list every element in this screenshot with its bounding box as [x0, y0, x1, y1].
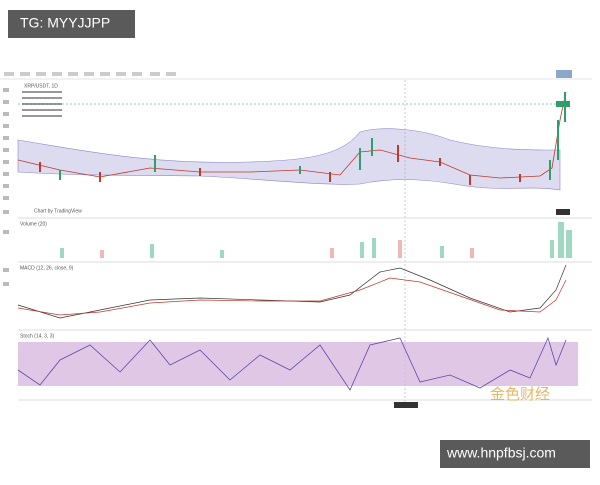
watermark-bottom: www.hnpfbsj.com: [446, 445, 556, 461]
toolbar-active[interactable]: [556, 70, 572, 78]
macd-line: [17, 264, 567, 319]
watermark-top: TG: MYYJJPP: [20, 15, 110, 31]
date-tag: [394, 402, 418, 408]
macd-label: MACD (12, 26, close, 9): [20, 265, 74, 271]
volume-bars-down: [100, 240, 474, 258]
symbol-label: XRP/USDT, 1D: [24, 83, 58, 89]
bollinger-band: [17, 128, 561, 191]
stoch-label: Stoch (14, 3, 3): [20, 333, 55, 339]
price-line: [17, 91, 567, 179]
volume-bars: [60, 222, 572, 258]
watermark-box: [440, 440, 590, 468]
last-price-tag: [556, 101, 570, 107]
crosshair-tag: [556, 209, 570, 215]
side-icons: [3, 88, 9, 286]
signal-line: [17, 277, 567, 316]
volume-label: Volume (20): [20, 221, 47, 227]
logo: 金色财经: [490, 386, 550, 403]
watermark-box: [8, 10, 135, 38]
credit: Chart by TradingView: [34, 208, 82, 214]
toolbar-buttons: [4, 72, 176, 76]
stoch-k: [17, 336, 567, 391]
